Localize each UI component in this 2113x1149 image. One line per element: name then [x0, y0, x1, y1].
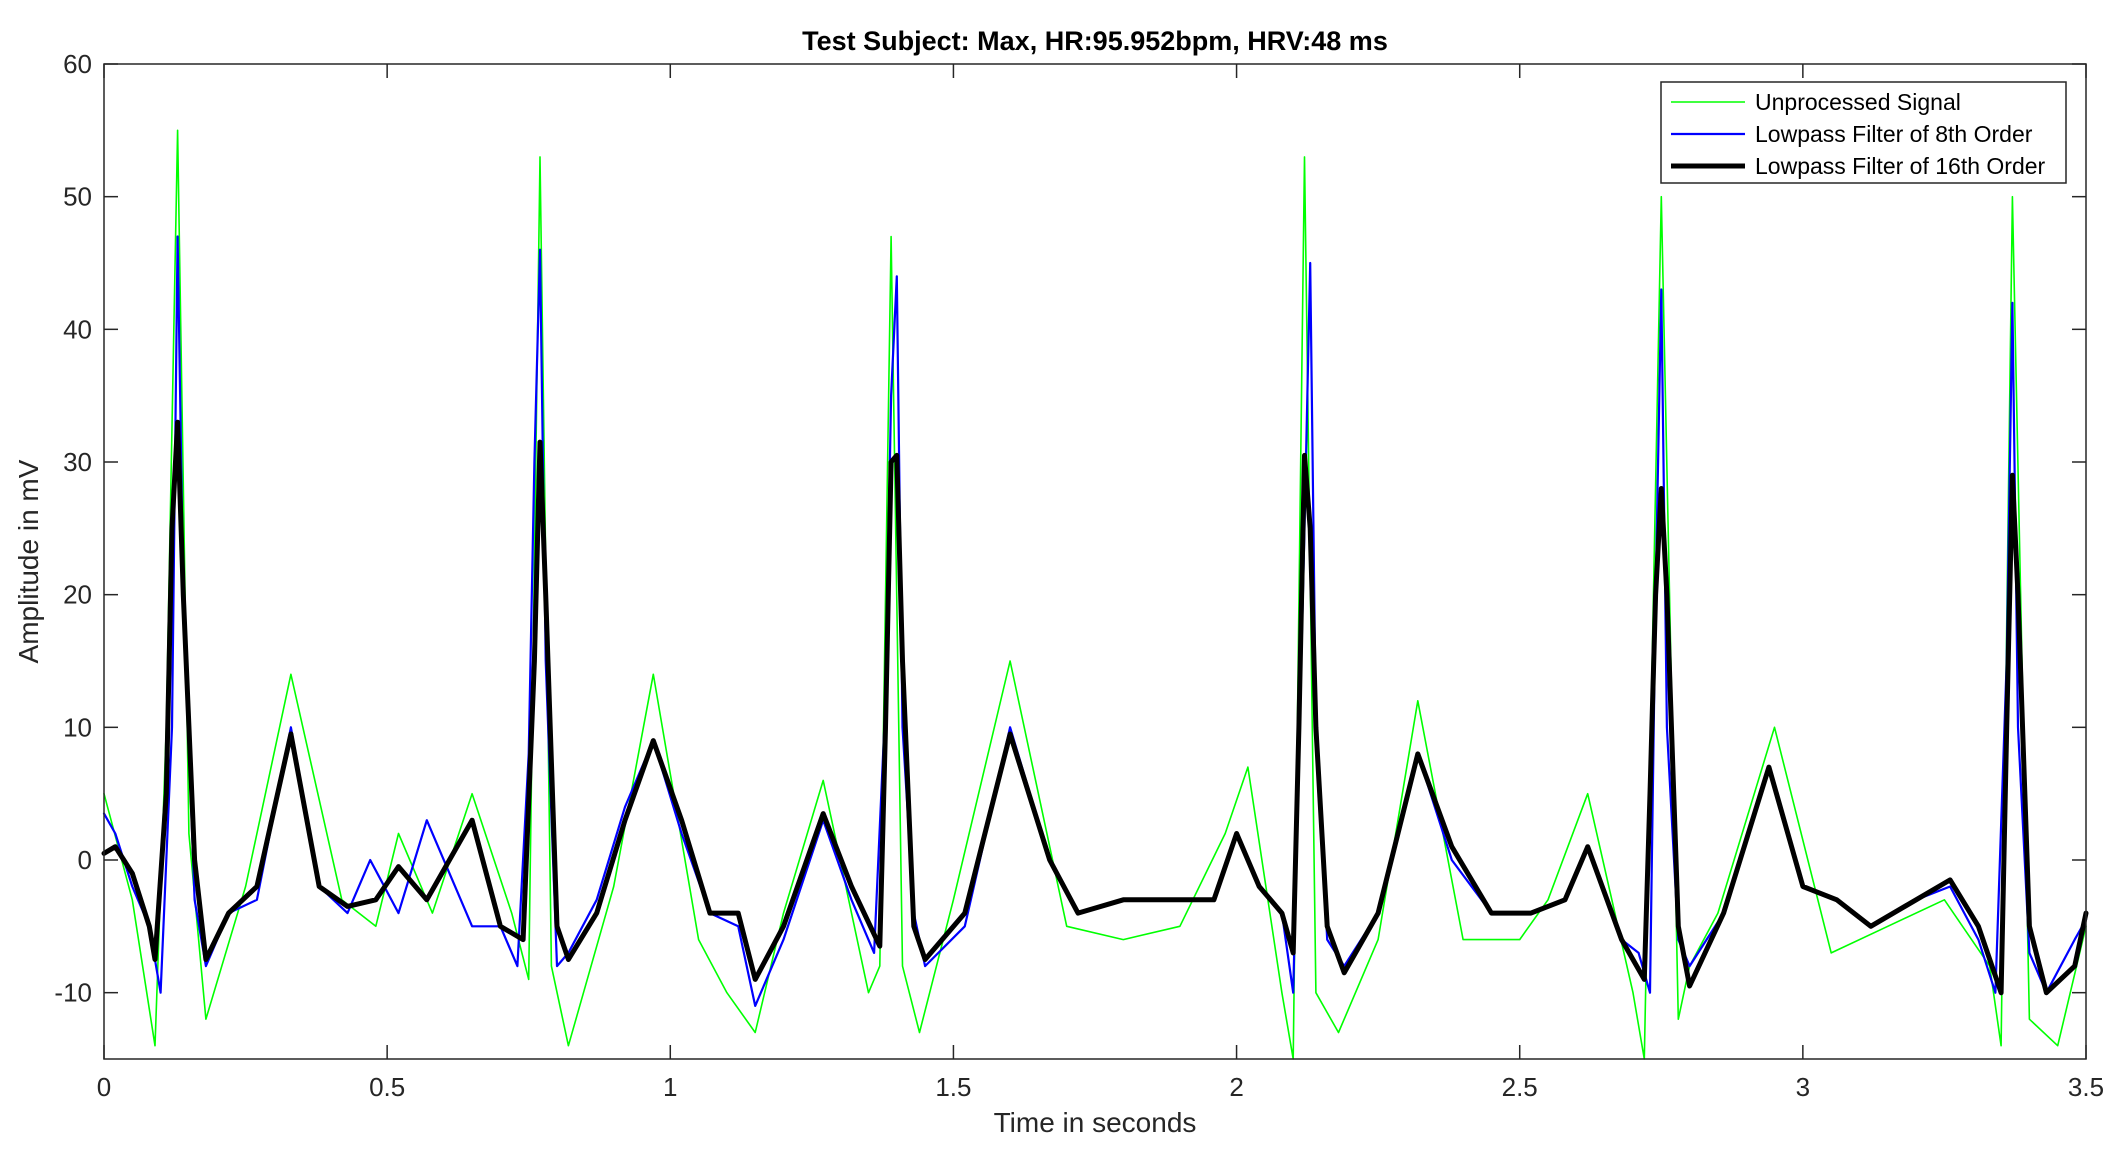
- y-tick-label: 30: [63, 447, 92, 477]
- plot-area: [104, 64, 2086, 1059]
- x-tick-label: 0.5: [369, 1072, 405, 1102]
- y-tick-label: 50: [63, 182, 92, 212]
- x-tick-label: 3.5: [2068, 1072, 2104, 1102]
- x-tick-label: 2.5: [1502, 1072, 1538, 1102]
- series-line-3: [101, 419, 2089, 996]
- y-tick-label: -10: [54, 978, 92, 1008]
- chart-title: Test Subject: Max, HR:95.952bpm, HRV:48 …: [802, 26, 1388, 56]
- axes-layer: 0 0.5 1 1.5 2 2.5 3 3.5 -10 0 10 20 30 40 50 60: [54, 49, 2104, 1102]
- y-axis-title: Amplitude in mV: [13, 459, 44, 663]
- y-tick-label: 0: [78, 845, 92, 875]
- x-axis-title: Time in seconds: [994, 1107, 1197, 1138]
- x-tick-label: 1.5: [935, 1072, 971, 1102]
- y-tick-label: 40: [63, 314, 92, 344]
- legend-label-3: Lowpass Filter of 16th Order: [1755, 153, 2046, 179]
- y-tick-label: 10: [63, 712, 92, 742]
- series-layer: [101, 129, 2089, 1060]
- legend: Unprocessed Signal Lowpass Filter of 8th …: [1660, 81, 2067, 184]
- series-line-1: [103, 129, 2087, 1060]
- x-tick-label: 1: [663, 1072, 677, 1102]
- y-tick-label: 60: [63, 49, 92, 79]
- legend-label-1: Unprocessed Signal: [1755, 89, 1961, 115]
- y-tick-label: 20: [63, 580, 92, 610]
- x-tick-label: 3: [1796, 1072, 1810, 1102]
- legend-label-2: Lowpass Filter of 8th Order: [1755, 121, 2033, 147]
- x-tick-label: 0: [97, 1072, 111, 1102]
- axes-box: [103, 63, 2087, 1060]
- x-tick-label: 2: [1229, 1072, 1243, 1102]
